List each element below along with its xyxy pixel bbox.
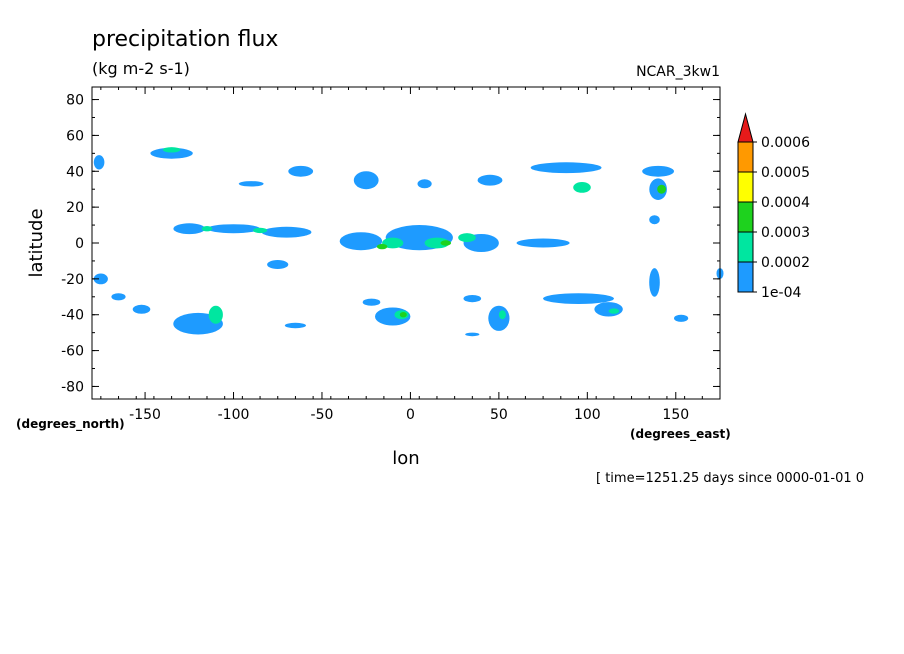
x-tick-label: -150 bbox=[129, 407, 161, 423]
precip-cell-45 bbox=[594, 302, 623, 317]
x-tick-label: -100 bbox=[218, 407, 250, 423]
colorbar-swatch bbox=[737, 171, 754, 203]
precip-cell-32 bbox=[111, 293, 126, 301]
precip-cell-5 bbox=[339, 232, 383, 251]
precip-cell-14 bbox=[267, 260, 289, 269]
colorbar-label: 0.0002 bbox=[761, 255, 810, 271]
precip-cell-10 bbox=[424, 237, 450, 249]
y-units-label: (degrees_north) bbox=[16, 417, 125, 432]
precip-cell-2 bbox=[261, 226, 312, 238]
precip-cell-1 bbox=[207, 224, 260, 234]
precip-cell-22 bbox=[477, 174, 503, 186]
precip-cell-27 bbox=[657, 184, 666, 194]
chart-title: precipitation flux bbox=[92, 27, 278, 52]
precip-cell-15 bbox=[150, 147, 193, 159]
precip-cell-44 bbox=[543, 293, 614, 304]
precip-cell-19 bbox=[238, 181, 264, 187]
precip-cell-37 bbox=[362, 298, 381, 306]
colorbar-label: 0.0005 bbox=[761, 165, 810, 181]
y-tick-label: 80 bbox=[66, 93, 84, 109]
colorbar-swatch bbox=[737, 141, 754, 173]
precip-cell-28 bbox=[649, 215, 660, 225]
x-tick-label: 100 bbox=[574, 407, 601, 423]
precip-cell-24 bbox=[573, 182, 591, 193]
precip-cell-3 bbox=[201, 226, 213, 232]
x-tick-label: 50 bbox=[490, 407, 508, 423]
precip-cell-4 bbox=[253, 227, 268, 234]
x-axis-ticks: -150 -100 -50 0 50 100 150 bbox=[100, 87, 721, 423]
precip-cell-25 bbox=[642, 165, 674, 177]
precip-cells bbox=[93, 147, 724, 337]
precip-cell-29 bbox=[649, 268, 660, 297]
precip-cell-33 bbox=[132, 304, 151, 314]
precip-cell-48 bbox=[465, 332, 480, 337]
precip-cell-8 bbox=[516, 238, 570, 248]
precip-cell-21 bbox=[417, 179, 432, 189]
precip-cell-36 bbox=[284, 322, 306, 329]
precip-cell-41 bbox=[463, 295, 482, 303]
colorbar-label: 0.0003 bbox=[761, 225, 810, 241]
x-tick-label: 150 bbox=[662, 407, 689, 423]
precip-cell-40 bbox=[399, 312, 407, 318]
precip-cell-18 bbox=[288, 165, 314, 177]
y-axis-ticks: 80 60 40 20 0 -20 -40 -60 -80 bbox=[61, 93, 720, 395]
colorbar-label: 0.0006 bbox=[761, 135, 810, 151]
precip-cell-12 bbox=[376, 243, 388, 250]
precip-cell-31 bbox=[93, 273, 108, 285]
precip-cell-11 bbox=[458, 233, 476, 243]
precip-cell-43 bbox=[498, 310, 506, 320]
y-tick-label: 40 bbox=[66, 164, 84, 180]
precip-cell-42 bbox=[488, 305, 510, 331]
x-tick-label: 0 bbox=[406, 407, 415, 423]
precip-cell-9 bbox=[382, 237, 404, 249]
precip-cell-17 bbox=[93, 155, 105, 170]
colorbar-swatch bbox=[737, 231, 754, 263]
y-tick-label: 20 bbox=[66, 200, 84, 216]
colorbar: 1e-04 0.0002 0.0003 0.0004 0.0005 0.0006 bbox=[737, 112, 810, 301]
time-footer: [ time=1251.25 days since 0000-01-01 0 bbox=[596, 471, 864, 486]
colorbar-extend-arrow bbox=[737, 112, 754, 143]
y-tick-label: -20 bbox=[61, 272, 84, 288]
colorbar-swatch bbox=[737, 201, 754, 233]
precip-cell-46 bbox=[608, 308, 620, 314]
precip-cell-16 bbox=[162, 147, 181, 153]
y-tick-label: -40 bbox=[61, 308, 84, 324]
y-axis-label: latitude bbox=[26, 208, 47, 277]
x-units-label: (degrees_east) bbox=[630, 427, 731, 442]
precip-cell-47 bbox=[674, 314, 689, 322]
y-tick-label: -60 bbox=[61, 344, 84, 360]
chart-subtitle: (kg m-2 s-1) bbox=[92, 59, 190, 78]
colorbar-label: 1e-04 bbox=[761, 285, 801, 301]
precip-cell-13 bbox=[440, 240, 452, 246]
precip-cell-23 bbox=[530, 162, 602, 174]
precip-cell-20 bbox=[353, 171, 379, 190]
y-tick-label: -80 bbox=[61, 379, 84, 395]
x-axis-label: lon bbox=[392, 448, 419, 469]
colorbar-label: 0.0004 bbox=[761, 195, 810, 211]
precip-cell-0 bbox=[173, 223, 206, 235]
dataset-label: NCAR_3kw1 bbox=[636, 64, 720, 80]
y-tick-label: 0 bbox=[75, 236, 84, 252]
colorbar-swatch bbox=[737, 261, 754, 293]
x-tick-label: -50 bbox=[311, 407, 334, 423]
precip-cell-35 bbox=[208, 305, 223, 324]
y-tick-label: 60 bbox=[66, 128, 84, 144]
